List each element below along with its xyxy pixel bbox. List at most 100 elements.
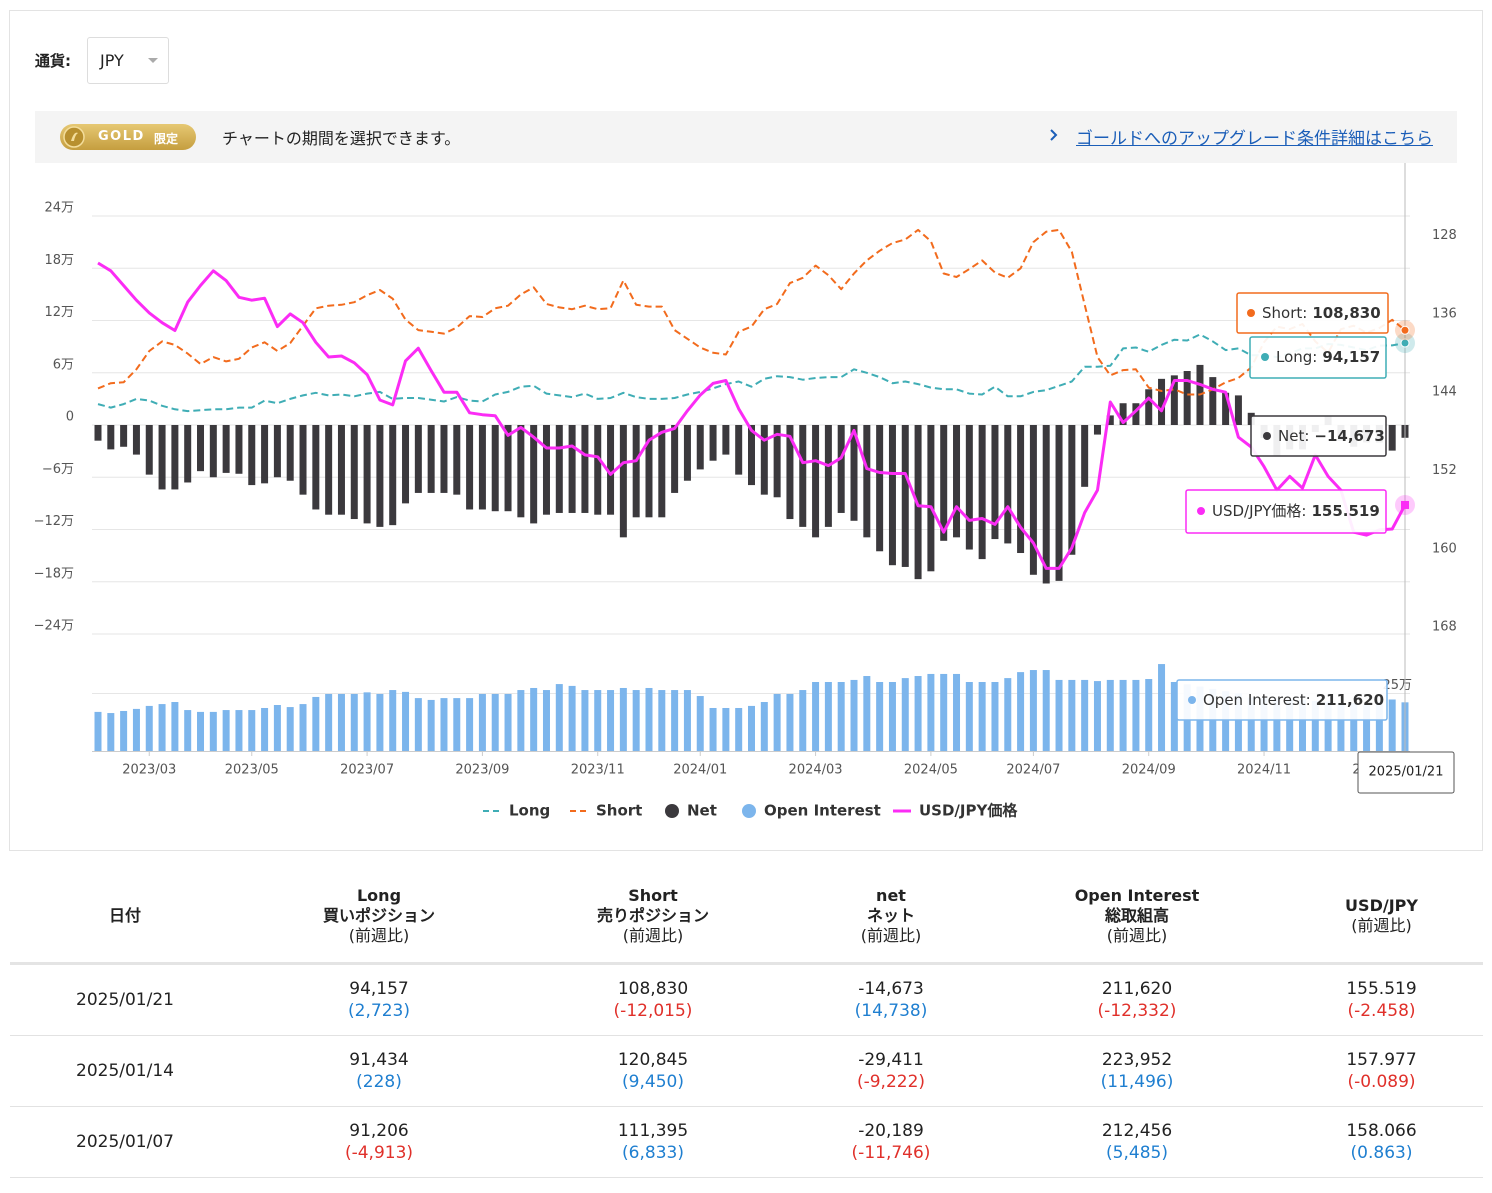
net-bar bbox=[619, 425, 627, 538]
oi-bar bbox=[491, 693, 499, 751]
y-tick-label: −12万 bbox=[34, 514, 74, 529]
net-bar bbox=[530, 425, 538, 524]
x-tick-label: 2023/07 bbox=[340, 763, 394, 778]
oi-bar bbox=[965, 682, 973, 751]
net-bar bbox=[850, 425, 858, 521]
net-bar bbox=[607, 425, 615, 515]
tooltip-dot bbox=[1263, 432, 1271, 440]
y2-tick-label: 152 bbox=[1432, 463, 1457, 478]
y2-tick-label: 136 bbox=[1432, 306, 1457, 321]
oi-bar bbox=[94, 711, 102, 751]
value-cell: 111,395 (6,833) bbox=[518, 1120, 788, 1164]
cell-value: 155.519 bbox=[1346, 979, 1417, 999]
series-line bbox=[97, 261, 1407, 570]
net-bar bbox=[504, 425, 512, 512]
value-cell: 91,434 (228) bbox=[240, 1049, 518, 1093]
tooltip-box bbox=[1236, 292, 1389, 334]
cell-change: (-2.458) bbox=[1347, 1001, 1416, 1021]
currency-label: 通貨: bbox=[35, 52, 71, 70]
header-line: Short bbox=[628, 886, 678, 905]
tooltip: Short: 108,830 bbox=[1236, 292, 1389, 334]
header-cell: USD/JPY (前週比) bbox=[1280, 896, 1483, 936]
select-caret bbox=[148, 58, 158, 63]
net-bar bbox=[568, 425, 576, 513]
net-bar bbox=[1388, 425, 1396, 451]
net-bar bbox=[427, 425, 435, 493]
cell-change: (-12,332) bbox=[1097, 1001, 1177, 1021]
tooltip-text: Net: −14,673 bbox=[1278, 427, 1385, 445]
net-bar bbox=[197, 425, 205, 472]
x-tick-label: 2024/09 bbox=[1122, 763, 1176, 778]
net-bar bbox=[273, 425, 281, 478]
oi-bar bbox=[1260, 698, 1268, 751]
oi-bar bbox=[1273, 698, 1281, 751]
currency-select[interactable]: JPY bbox=[87, 37, 169, 84]
oi-bar bbox=[1363, 703, 1371, 751]
oi-bar bbox=[530, 687, 538, 751]
tooltip-box bbox=[1250, 415, 1387, 457]
cell-value: 212,456 bbox=[1101, 1121, 1173, 1141]
oi-bar bbox=[286, 707, 294, 751]
net-bar bbox=[632, 425, 640, 518]
net-bar bbox=[542, 425, 550, 515]
oi-bar bbox=[632, 690, 640, 751]
value-cell: 158.066 (0.863) bbox=[1280, 1120, 1483, 1164]
net-bar bbox=[453, 425, 461, 495]
value-cell: -29,411 (-9,222) bbox=[788, 1049, 994, 1093]
oi-bar bbox=[824, 682, 832, 751]
value-cell: 212,456 (5,485) bbox=[994, 1120, 1280, 1164]
cell-value: -14,673 bbox=[858, 979, 924, 999]
net-bar bbox=[696, 425, 704, 470]
date-tooltip: 2025/01/21 bbox=[1357, 751, 1455, 794]
oi-bar bbox=[850, 679, 858, 751]
oi-bar bbox=[1286, 699, 1294, 751]
net-bar bbox=[1158, 378, 1166, 425]
net-bar bbox=[158, 425, 166, 490]
table-row: 2025/01/14 91,434 (228) 120,845 (9,450) -29,4… bbox=[10, 1036, 1483, 1107]
header-line: (前週比) bbox=[348, 926, 410, 945]
oi-bar bbox=[466, 698, 474, 751]
oi-bar bbox=[1029, 670, 1037, 751]
table-header: 日付 Long 買いポジション (前週比) Short 売りポジション (前週比) net ネッ… bbox=[10, 870, 1483, 965]
x-tick-label: 2024/11 bbox=[1237, 763, 1291, 778]
header-line: Open Interest bbox=[1074, 886, 1200, 905]
tooltip-date: 2025/01/21 bbox=[1369, 765, 1444, 780]
oi-bar bbox=[171, 702, 179, 751]
net-bar bbox=[901, 425, 909, 567]
header-line: (前週比) bbox=[860, 926, 922, 945]
oi-bar bbox=[542, 690, 550, 751]
oi-bar bbox=[594, 690, 602, 751]
header-line: (前週比) bbox=[1106, 926, 1168, 945]
cell-change: (0.863) bbox=[1350, 1143, 1413, 1163]
upgrade-link[interactable]: ゴールドへのアップグレード条件詳細はこちら bbox=[1076, 129, 1433, 149]
oi-bar bbox=[568, 685, 576, 751]
x-tick-label: 2023/09 bbox=[455, 763, 509, 778]
oi-bar bbox=[132, 708, 140, 751]
hover-marker bbox=[1400, 325, 1410, 335]
oi-bar bbox=[222, 710, 230, 751]
table-row: 2025/01/07 91,206 (-4,913) 111,395 (6,833) -2… bbox=[10, 1107, 1483, 1178]
oi-bar bbox=[414, 698, 422, 751]
oi-bar bbox=[261, 707, 269, 751]
oi-bar bbox=[696, 696, 704, 751]
oi-bar bbox=[325, 693, 333, 751]
net-bar bbox=[1068, 425, 1076, 555]
oi-bar bbox=[1145, 679, 1153, 751]
tooltip-dot bbox=[1197, 507, 1205, 515]
oi-bar bbox=[786, 693, 794, 751]
link-chevron bbox=[1050, 129, 1058, 141]
y-tick-label: 12万 bbox=[44, 305, 74, 320]
net-bar bbox=[1170, 375, 1178, 425]
y-tick-label: 0 bbox=[66, 410, 74, 425]
net-bar bbox=[812, 425, 820, 538]
oi-bar bbox=[876, 682, 884, 751]
oi-bar bbox=[389, 690, 397, 751]
oi-bar bbox=[299, 704, 307, 751]
oi-bar bbox=[1337, 702, 1345, 751]
oi-bar bbox=[940, 673, 948, 751]
legend-marker bbox=[665, 804, 679, 818]
banner bbox=[35, 111, 1457, 163]
net-bar bbox=[517, 425, 525, 518]
net-bar bbox=[299, 425, 307, 495]
